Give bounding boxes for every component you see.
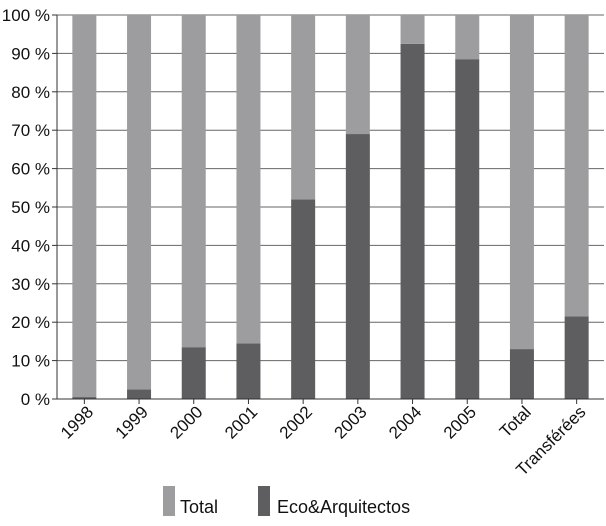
- legend-label: Total: [180, 497, 218, 517]
- bars-layer: [72, 15, 589, 400]
- legend-label: Eco&Arquitectos: [277, 497, 410, 517]
- bar-Transférées-eco-arquitectos: [564, 316, 589, 399]
- bar-2000-eco-arquitectos: [181, 347, 206, 399]
- x-tick-label: 2001: [221, 402, 261, 442]
- x-tick-label: 2005: [440, 402, 480, 442]
- bar-Transférées-total: [564, 15, 589, 317]
- x-tick-label: 2004: [385, 402, 425, 442]
- bar-2004-eco-arquitectos: [400, 43, 425, 400]
- x-tick-label: 2003: [330, 402, 370, 442]
- y-tick-labels: 0 % 10 % 20 % 30 % 40 % 50 % 60 % 70 % 80 % 90 % 1…: [2, 6, 50, 409]
- bar-2000-total: [181, 15, 206, 348]
- bar-2005-total: [455, 15, 480, 60]
- bar-1999-eco-arquitectos: [127, 389, 152, 399]
- bar-1998-eco-arquitectos: [72, 397, 97, 399]
- y-tick-label: 60 %: [11, 160, 50, 179]
- legend-swatch-total: [163, 486, 175, 516]
- x-tick-label: 2002: [276, 402, 316, 442]
- x-tick-label: 1999: [112, 402, 152, 442]
- legend-swatch-eco-arquitectos: [258, 486, 270, 516]
- y-tick-label: 10 %: [11, 352, 50, 371]
- y-tick-label: 20 %: [11, 313, 50, 332]
- bar-2005-eco-arquitectos: [455, 59, 480, 399]
- y-tick-label: 50 %: [11, 198, 50, 217]
- bar-1999-total: [127, 15, 152, 390]
- bar-2001-total: [236, 15, 261, 344]
- bar-2002-eco-arquitectos: [291, 199, 316, 399]
- y-tick-label: 40 %: [11, 236, 50, 255]
- y-tick-label: 90 %: [11, 44, 50, 63]
- bar-2001-eco-arquitectos: [236, 343, 261, 399]
- x-tick-label: 2000: [166, 402, 206, 442]
- x-tick-label: 1998: [57, 402, 97, 442]
- bar-1998-total: [72, 15, 97, 398]
- axes-layer: [52, 14, 604, 404]
- y-tick-label: 0 %: [21, 390, 50, 409]
- y-tick-label: 100 %: [2, 6, 50, 25]
- legend: Total Eco&Arquitectos: [163, 486, 410, 517]
- bar-2004-total: [400, 15, 425, 44]
- bar-2003-eco-arquitectos: [345, 134, 370, 400]
- x-tick-labels: 1998 1999 2000 2001 2002 2003 2004 2005 TotalTra…: [57, 402, 589, 479]
- bar-2003-total: [345, 15, 370, 135]
- bar-Total-total: [509, 15, 534, 350]
- y-tick-label: 80 %: [11, 83, 50, 102]
- y-tick-label: 30 %: [11, 275, 50, 294]
- bar-Total-eco-arquitectos: [509, 349, 534, 399]
- x-tick-label: Total: [496, 402, 535, 441]
- bar-2002-total: [291, 15, 316, 200]
- y-tick-label: 70 %: [11, 121, 50, 140]
